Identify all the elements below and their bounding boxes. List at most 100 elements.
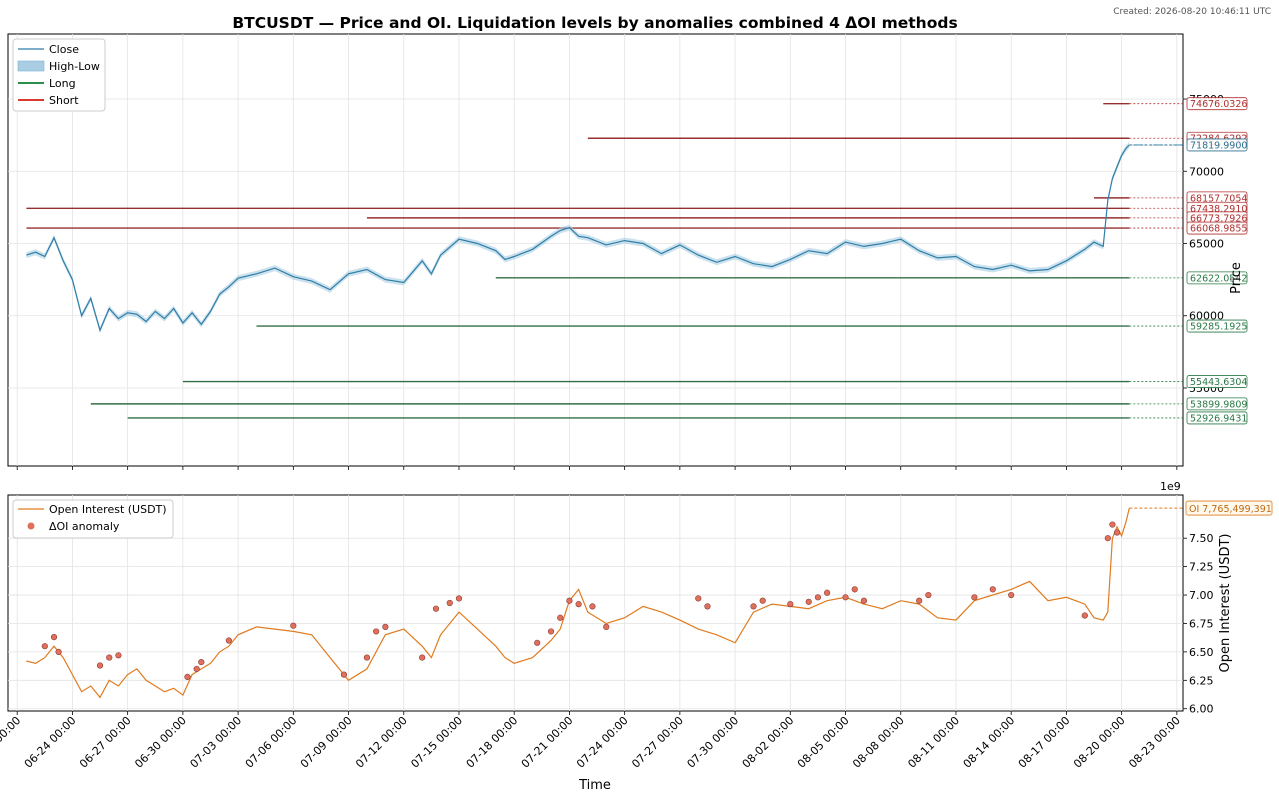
anomaly-point	[455, 595, 463, 602]
x-tick-label: 08-08 00:00	[850, 714, 907, 771]
oi-line	[26, 507, 1130, 699]
price-legend: Close High-Low Long Short	[12, 38, 106, 112]
level-label-box	[1186, 375, 1248, 388]
anomaly-point	[589, 603, 596, 610]
anomaly-point	[96, 662, 104, 669]
anomaly-point	[1109, 521, 1116, 528]
x-tick-label: 07-30 00:00	[685, 714, 742, 771]
liquidation-levels	[26, 102, 1130, 419]
anomaly-point	[193, 665, 200, 673]
x-axis-label: Time	[578, 778, 611, 793]
chart-title: BTCUSDT — Price and OI. Liquidation leve…	[232, 14, 957, 32]
oi-y-tick-label: 6.75	[1189, 617, 1214, 630]
x-tick-label: 08-20 00:00	[1071, 714, 1128, 771]
level-label: 74676.0326	[1190, 99, 1247, 110]
anomaly-point	[805, 598, 812, 605]
x-tick-label: 07-15 00:00	[408, 714, 465, 771]
anomaly-point	[566, 597, 573, 604]
level-label: 62622.0542	[1190, 273, 1247, 284]
price-grid	[8, 34, 1183, 470]
anomaly-point	[842, 594, 849, 601]
level-label: 53899.9809	[1190, 399, 1247, 410]
oi-y-tick-label: 7.00	[1189, 589, 1214, 602]
x-tick-label: 07-03 00:00	[188, 714, 245, 771]
x-tick-label: 07-24 00:00	[574, 714, 631, 771]
anomaly-point	[704, 603, 711, 610]
level-label-box	[1186, 271, 1248, 285]
x-tick-label: 08-14 00:00	[961, 714, 1018, 771]
last-oi-label: OI 7,765,499,391	[1189, 504, 1272, 515]
anomaly-point	[759, 597, 766, 604]
x-tick-label: 08-11 00:00	[905, 714, 962, 771]
level-label: 68157.7054	[1190, 193, 1247, 204]
level-label: 66773.7926	[1190, 213, 1247, 224]
anomaly-point	[814, 594, 822, 601]
x-tick-label: 07-18 00:00	[464, 714, 521, 771]
anomaly-point	[373, 628, 380, 635]
anomaly-point	[363, 654, 371, 661]
anomaly-point	[382, 623, 389, 630]
level-label-box	[1186, 319, 1248, 333]
anomaly-point	[860, 597, 868, 604]
oi-scale-label: 1e9	[1160, 480, 1181, 493]
anomaly-point	[225, 637, 232, 644]
x-tick-label: 06-27 00:00	[77, 714, 134, 771]
oi-y-axis-label: Open Interest (USDT)	[1218, 534, 1233, 673]
anomaly-point	[575, 601, 582, 608]
x-tick-label: 07-09 00:00	[298, 714, 355, 771]
x-tick-label: 08-23 00:00	[1126, 714, 1183, 771]
price-panel: 5500060000650007000075000 74676.03267228…	[7, 33, 1248, 470]
level-label-box	[1186, 397, 1248, 411]
last-oi-box	[1185, 500, 1273, 516]
level-labels: 74676.032672284.629271819.990068157.7054…	[1129, 97, 1248, 424]
level-label: 71819.9900	[1190, 140, 1247, 151]
anomaly-point	[787, 601, 794, 608]
oi-y-axis: 6.00 6.25 6.50 6.75 7.00 7.25 7.50	[1183, 532, 1214, 716]
legend-label: Close	[49, 43, 79, 56]
anomaly-point	[198, 659, 205, 666]
x-tick-label: 08-05 00:00	[795, 714, 852, 771]
price-y-tick-label: 60000	[1189, 310, 1224, 323]
anomaly-point	[290, 622, 297, 629]
anomaly-point	[1113, 529, 1121, 536]
legend-label: ΔOI anomaly	[49, 520, 120, 533]
oi-series: OI 7,765,499,391	[26, 500, 1273, 699]
anomaly-point	[106, 654, 113, 661]
anomaly-point	[603, 623, 610, 630]
x-tick-label: 06-30 00:00	[132, 714, 189, 771]
x-tick-label: 07-06 00:00	[243, 714, 300, 771]
anomaly-point	[971, 594, 978, 601]
anomaly-point	[1081, 612, 1088, 619]
oi-legend: Open Interest (USDT) ΔOI anomaly	[12, 499, 174, 539]
anomaly-point	[989, 586, 996, 593]
close-line	[26, 144, 1130, 332]
legend-label: Short	[49, 94, 79, 107]
anomaly-point	[419, 654, 426, 661]
anomaly-point	[547, 628, 555, 635]
price-plot-area	[7, 33, 1184, 467]
anomaly-point	[750, 603, 757, 610]
high-low-band	[26, 142, 1130, 334]
anomaly-point	[446, 599, 453, 607]
legend-label: Long	[49, 77, 76, 90]
x-tick-label: 08-02 00:00	[740, 714, 797, 771]
anomaly-point	[824, 589, 831, 596]
anomaly-point	[55, 648, 62, 655]
anomaly-point	[41, 643, 48, 650]
oi-y-tick-label: 7.25	[1189, 561, 1214, 574]
anomaly-point	[925, 591, 932, 599]
anomaly-point	[916, 597, 923, 604]
legend-label: Open Interest (USDT)	[49, 503, 167, 516]
anomaly-point	[184, 673, 191, 680]
oi-y-tick-label: 6.00	[1189, 703, 1214, 716]
price-y-axis-label: Price	[1229, 262, 1244, 294]
level-label: 66068.9855	[1190, 224, 1247, 235]
x-tick-label: 07-27 00:00	[629, 714, 686, 771]
anomaly-point	[115, 652, 122, 659]
level-label-box	[1186, 221, 1248, 235]
anomaly-point	[1104, 535, 1111, 542]
oi-panel: OI 7,765,499,391 6.00 6.25 6.50 6.75 7.00 7.2…	[0, 480, 1273, 793]
anomaly-point	[557, 614, 564, 621]
